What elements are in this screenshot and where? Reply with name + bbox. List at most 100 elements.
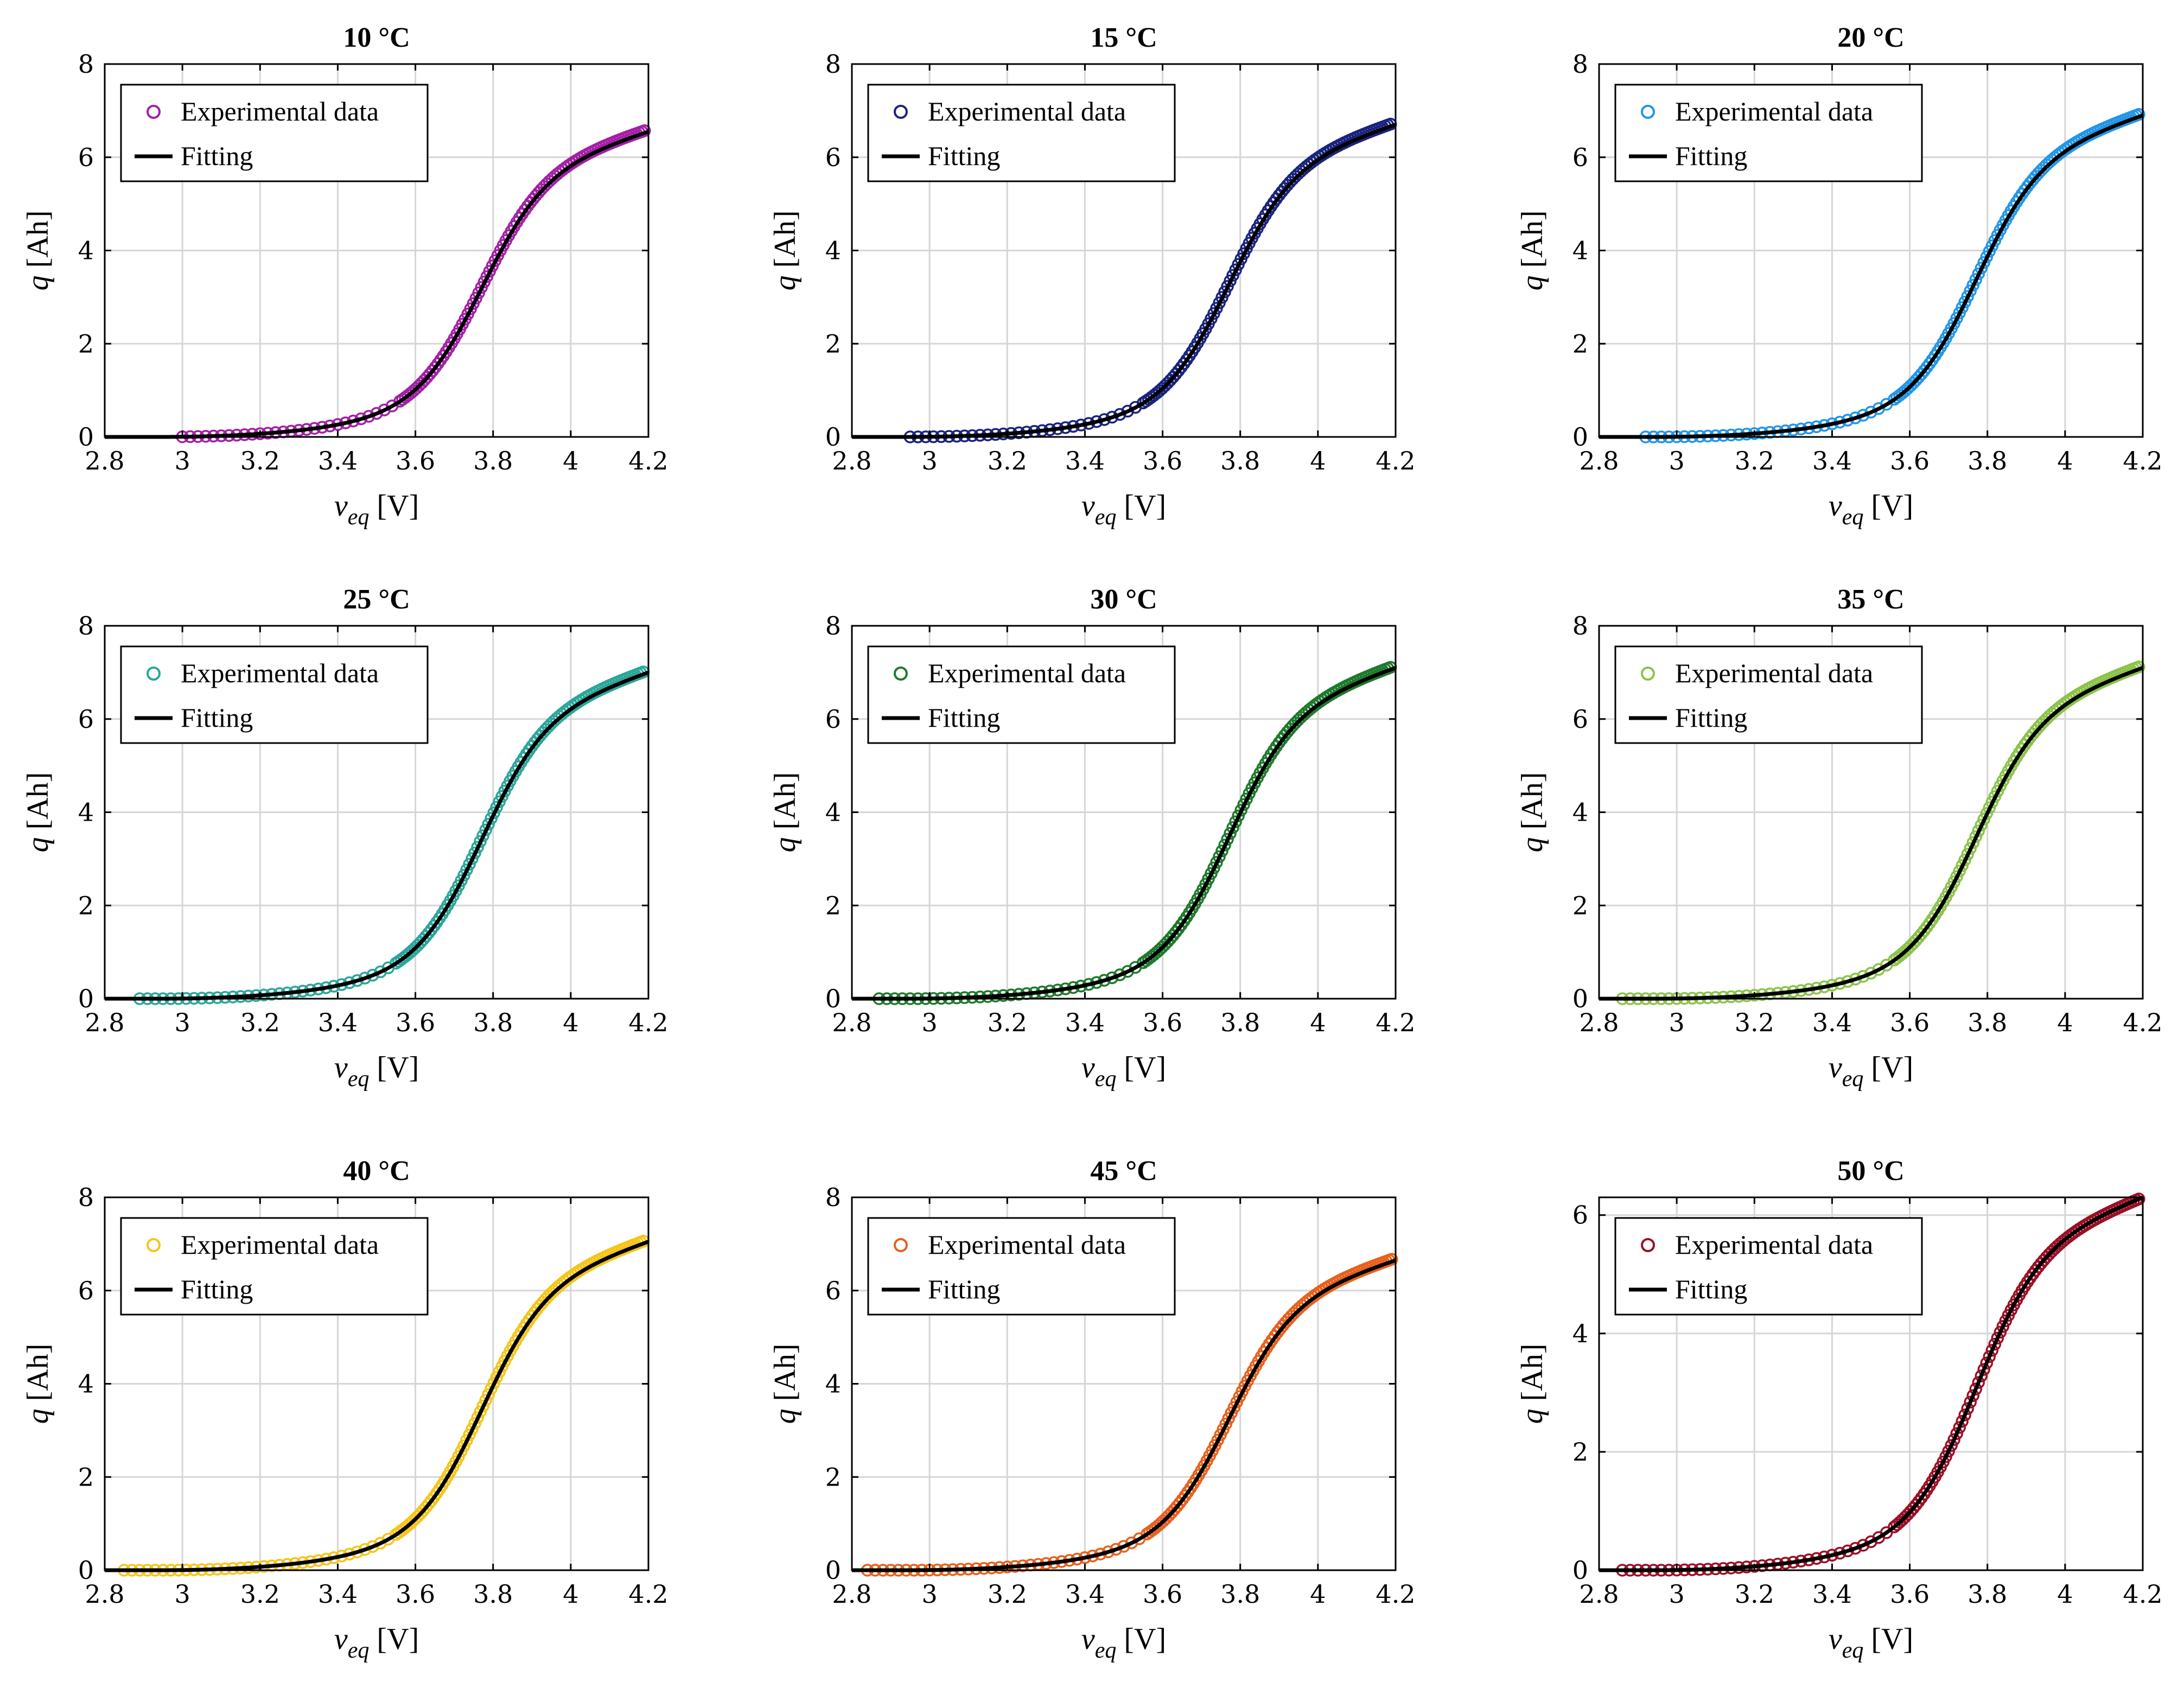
x-tick-label: 3.4 bbox=[1812, 446, 1852, 475]
legend-label-fitting: Fitting bbox=[1675, 702, 1747, 733]
x-tick-label: 3.4 bbox=[1812, 1579, 1852, 1609]
experimental-data-point bbox=[1385, 1253, 1398, 1266]
experimental-data-point bbox=[1117, 1540, 1130, 1553]
axes-frame bbox=[1598, 1196, 2144, 1571]
experimental-data-point bbox=[1985, 1344, 1999, 1357]
y-tick-label: 0 bbox=[1572, 984, 1588, 1013]
y-tick-label: 6 bbox=[78, 143, 94, 172]
x-tick-label: 3.2 bbox=[240, 446, 280, 475]
experimental-data-point bbox=[1961, 1402, 1974, 1415]
experimental-data-point bbox=[2132, 660, 2145, 674]
x-tick-label: 3.4 bbox=[1065, 446, 1105, 475]
legend-label-fitting: Fitting bbox=[181, 1274, 253, 1304]
x-tick-label: 3.8 bbox=[473, 446, 513, 475]
y-tick-label: 8 bbox=[78, 611, 94, 640]
x-axis-label: veq [V] bbox=[334, 1622, 419, 1663]
legend-label-experimental: Experimental data bbox=[1675, 658, 1873, 688]
experimental-data-point bbox=[370, 407, 383, 420]
y-tick-label: 2 bbox=[825, 1462, 841, 1492]
x-tick-label: 4 bbox=[563, 446, 578, 475]
panel-1: 15 °C 2.8 3 3.2 3.4 3.6 3.8 4 4.2 0 2 4 6 8 veq [V] q [… bbox=[768, 22, 1416, 530]
x-tick-label: 3.8 bbox=[1967, 1579, 2007, 1609]
legend-box bbox=[867, 1217, 1176, 1316]
legend-box bbox=[867, 84, 1176, 182]
experimental-data-point bbox=[1856, 1539, 1870, 1552]
experimental-data-point bbox=[1945, 1439, 1958, 1452]
y-axis-label: q [Ah] bbox=[768, 211, 802, 291]
panel-title: 45 °C bbox=[1090, 1156, 1157, 1186]
x-tick-label: 3 bbox=[175, 446, 190, 475]
x-tick-label: 3.2 bbox=[1735, 446, 1774, 475]
x-tick-label: 2.8 bbox=[832, 1579, 871, 1609]
legend-label-fitting: Fitting bbox=[928, 702, 1000, 733]
experimental-data-point bbox=[1969, 1382, 1982, 1395]
legend-label-experimental: Experimental data bbox=[181, 658, 379, 688]
y-tick-label: 8 bbox=[825, 611, 841, 640]
y-tick-label: 8 bbox=[825, 1183, 841, 1212]
legend-label-experimental: Experimental data bbox=[928, 1229, 1126, 1260]
y-tick-label: 2 bbox=[78, 891, 94, 920]
x-tick-label: 3.2 bbox=[1735, 1008, 1774, 1037]
x-tick-label: 3 bbox=[175, 1579, 190, 1609]
x-tick-label: 4.2 bbox=[628, 1008, 668, 1037]
x-tick-label: 4.2 bbox=[1376, 1579, 1415, 1609]
x-axis-label: veq [V] bbox=[1829, 489, 1913, 530]
panel-title: 20 °C bbox=[1837, 22, 1904, 53]
y-tick-label: 0 bbox=[1572, 422, 1588, 452]
y-tick-label: 8 bbox=[825, 49, 841, 79]
experimental-data-point bbox=[1975, 1369, 1988, 1382]
x-tick-label: 3.8 bbox=[1220, 1008, 1260, 1037]
experimental-data-point bbox=[1121, 404, 1134, 418]
x-axis-label: veq [V] bbox=[1081, 1051, 1166, 1092]
experimental-data-point bbox=[1950, 1427, 1963, 1440]
y-axis-label: q [Ah] bbox=[21, 211, 55, 291]
x-tick-label: 3.8 bbox=[1967, 1008, 2007, 1037]
panel-title: 25 °C bbox=[343, 584, 410, 615]
panel-5: 35 °C 2.8 3 3.2 3.4 3.6 3.8 4 4.2 0 2 4 6 8 veq [V] q [… bbox=[1516, 584, 2163, 1092]
y-tick-label: 6 bbox=[1572, 705, 1588, 734]
y-tick-label: 4 bbox=[1572, 1319, 1588, 1348]
x-tick-label: 3.8 bbox=[1220, 1579, 1260, 1609]
y-axis-label: q [Ah] bbox=[1516, 1344, 1549, 1424]
legend-box bbox=[1614, 1217, 1923, 1316]
x-tick-label: 4.2 bbox=[1376, 1008, 1415, 1037]
y-axis-label: q [Ah] bbox=[768, 1344, 802, 1424]
legend-box bbox=[120, 84, 429, 182]
y-tick-label: 0 bbox=[78, 984, 94, 1013]
legend-label-fitting: Fitting bbox=[928, 141, 1000, 171]
legend: Experimental data Fitting bbox=[867, 645, 1176, 744]
legend: Experimental data Fitting bbox=[1614, 1217, 1923, 1316]
x-tick-label: 4 bbox=[1310, 446, 1326, 475]
legend: Experimental data Fitting bbox=[1614, 645, 1923, 744]
experimental-data-point bbox=[1958, 1408, 1971, 1422]
experimental-data-point bbox=[1215, 844, 1228, 858]
experimental-data-point bbox=[1988, 1337, 2002, 1351]
legend: Experimental data Fitting bbox=[867, 1217, 1176, 1316]
y-tick-label: 8 bbox=[78, 1183, 94, 1212]
y-tick-label: 8 bbox=[78, 49, 94, 79]
x-tick-label: 2.8 bbox=[832, 446, 871, 475]
experimental-data-point bbox=[1947, 1433, 1960, 1446]
legend: Experimental data Fitting bbox=[120, 645, 429, 744]
x-tick-label: 3.6 bbox=[1143, 1579, 1182, 1609]
legend-label-experimental: Experimental data bbox=[181, 96, 379, 126]
y-tick-label: 8 bbox=[1572, 611, 1588, 640]
y-axis-label: q [Ah] bbox=[1516, 772, 1549, 853]
x-tick-label: 4 bbox=[2057, 446, 2073, 475]
y-tick-label: 2 bbox=[1572, 329, 1588, 358]
y-tick-label: 4 bbox=[1572, 236, 1588, 265]
legend-box bbox=[120, 645, 429, 744]
x-tick-label: 3.4 bbox=[1065, 1008, 1105, 1037]
x-tick-label: 2.8 bbox=[1579, 1579, 1619, 1609]
legend-marker-icon bbox=[894, 105, 908, 119]
experimental-data-point bbox=[1864, 967, 1877, 980]
x-tick-label: 4.2 bbox=[628, 446, 668, 475]
legend-marker-icon bbox=[894, 667, 908, 681]
y-tick-label: 4 bbox=[78, 1369, 94, 1399]
y-tick-label: 2 bbox=[825, 891, 841, 920]
x-tick-label: 3 bbox=[922, 1579, 938, 1609]
x-tick-label: 3.6 bbox=[396, 1579, 435, 1609]
experimental-data-point bbox=[1113, 968, 1126, 981]
experimental-data-point bbox=[638, 124, 651, 137]
legend-label-experimental: Experimental data bbox=[181, 1229, 379, 1260]
